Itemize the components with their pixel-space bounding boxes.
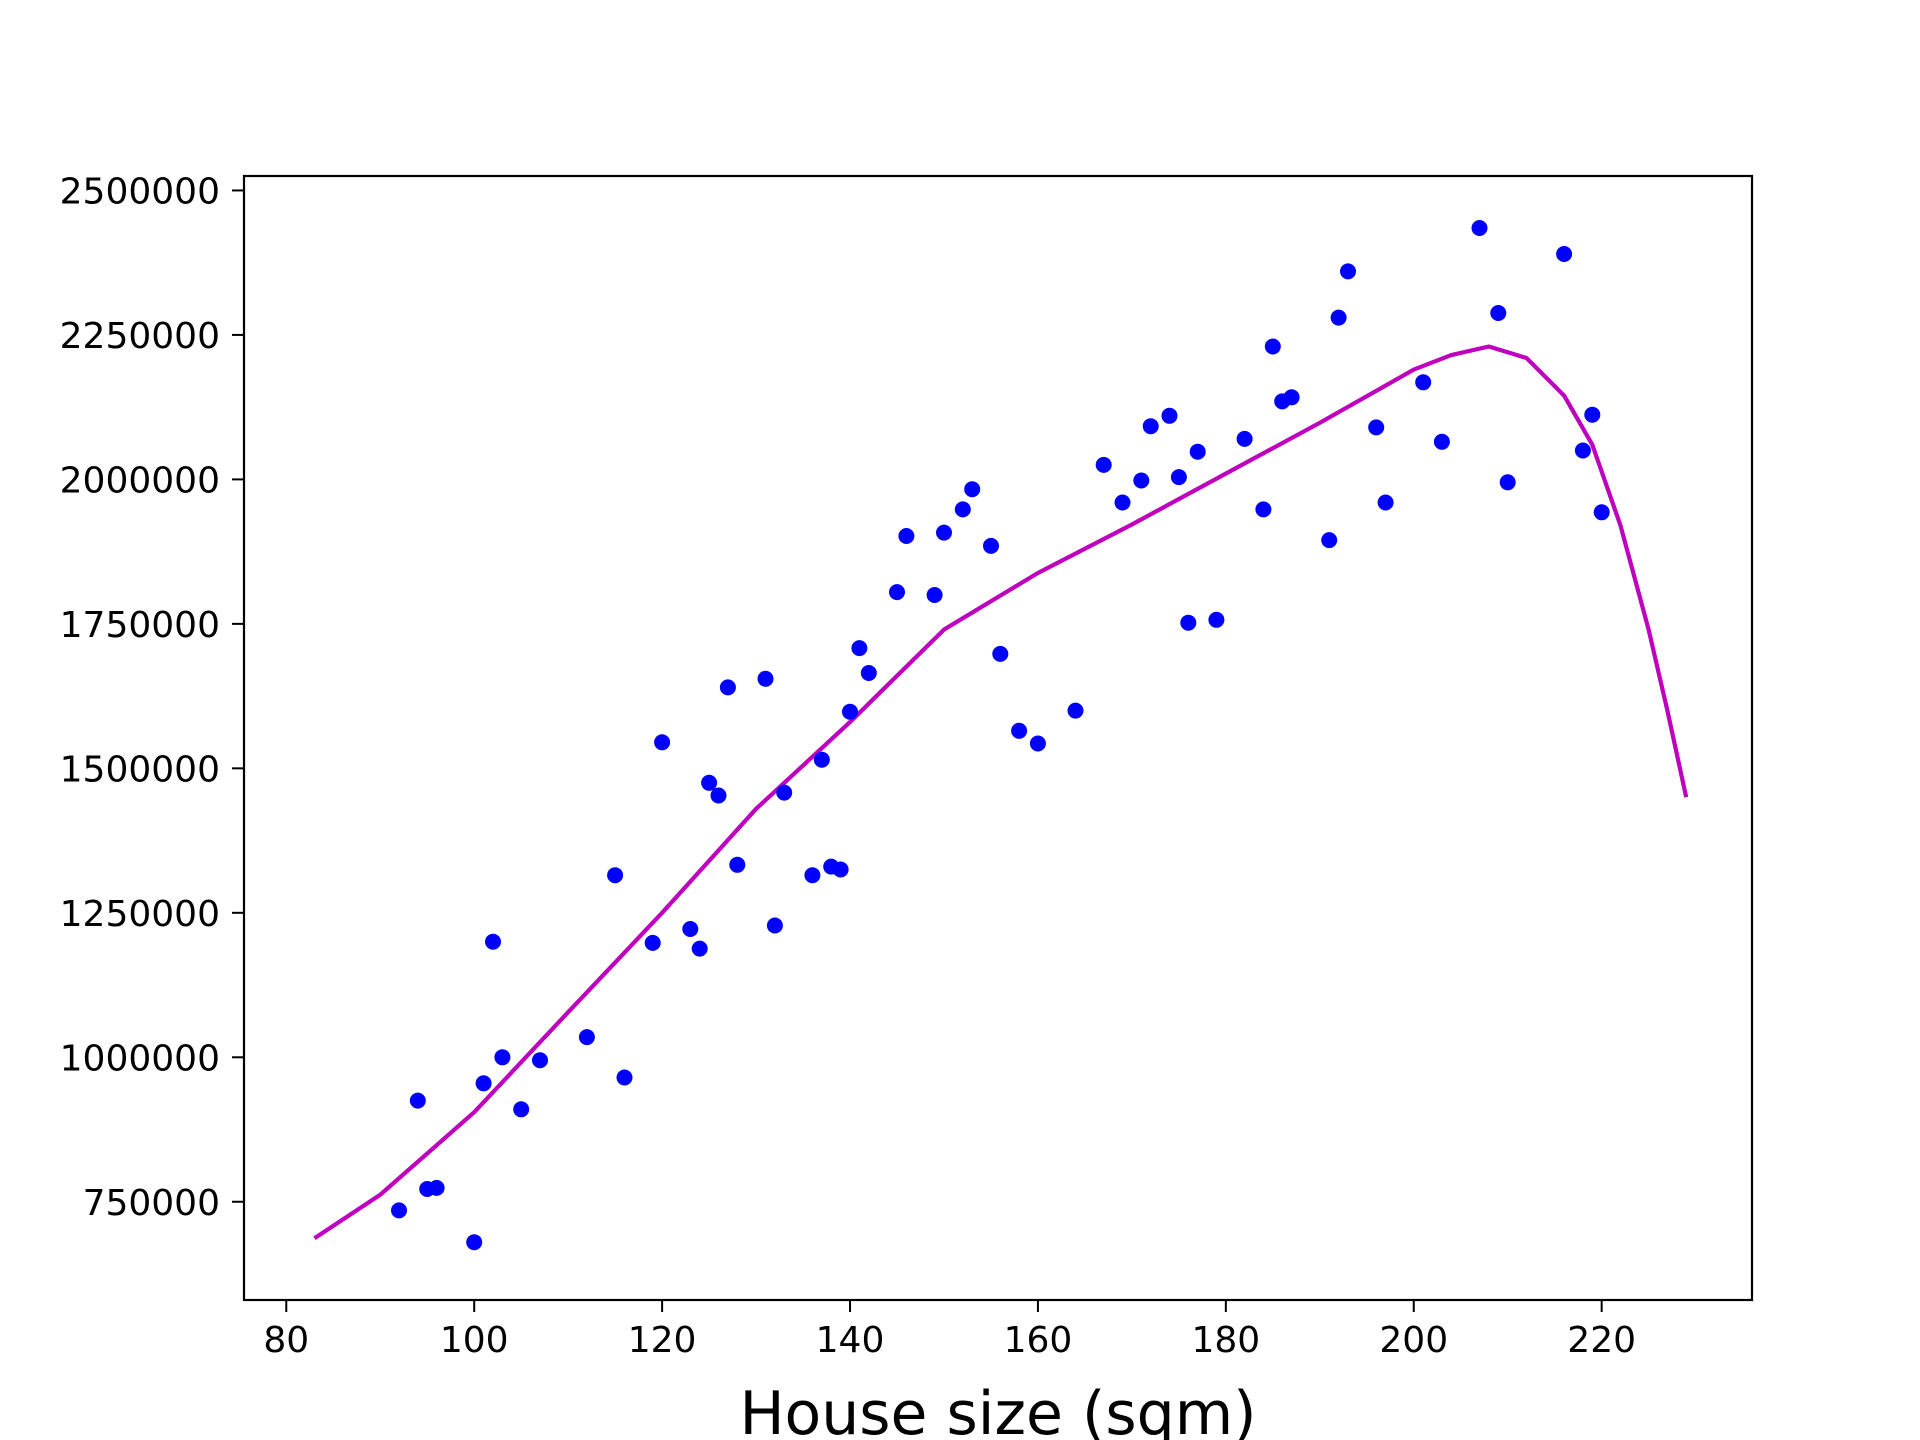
data-point-24 xyxy=(804,867,821,884)
data-point-18 xyxy=(710,787,727,804)
data-point-57 xyxy=(1330,309,1347,326)
data-point-59 xyxy=(1368,419,1385,436)
data-point-21 xyxy=(757,670,774,687)
data-point-45 xyxy=(1142,418,1159,435)
data-point-23 xyxy=(776,784,793,801)
data-point-20 xyxy=(729,856,746,873)
data-point-0 xyxy=(391,1202,407,1219)
data-point-1 xyxy=(409,1092,426,1109)
data-point-46 xyxy=(1161,407,1178,424)
data-point-68 xyxy=(1584,406,1601,423)
data-point-9 xyxy=(532,1052,548,1069)
data-point-16 xyxy=(691,940,708,957)
data-point-25 xyxy=(813,751,830,768)
data-point-37 xyxy=(983,537,999,554)
data-point-4 xyxy=(466,1234,483,1251)
data-point-50 xyxy=(1208,611,1225,628)
plot-frame xyxy=(242,174,1754,1302)
data-point-5 xyxy=(475,1075,492,1092)
data-point-66 xyxy=(1556,246,1573,262)
data-point-64 xyxy=(1490,305,1507,321)
x-axis: 80 100 120 140 160 180 200 220 xyxy=(263,1300,1636,1361)
y-axis: 750000 1000000 1250000 1500000 1750000 200000… xyxy=(60,171,244,1224)
data-point-61 xyxy=(1415,374,1432,391)
data-point-7 xyxy=(494,1049,511,1066)
data-point-65 xyxy=(1499,474,1516,491)
data-point-67 xyxy=(1574,442,1591,459)
data-point-36 xyxy=(964,481,981,498)
data-point-31 xyxy=(889,584,905,601)
data-point-38 xyxy=(992,645,1009,662)
data-point-49 xyxy=(1189,443,1206,460)
data-point-44 xyxy=(1133,472,1150,489)
y-tick-label-1: 1000000 xyxy=(60,1038,220,1079)
data-point-69 xyxy=(1593,504,1610,521)
data-point-3 xyxy=(428,1179,445,1196)
y-tick-label-5: 2000000 xyxy=(60,460,220,501)
y-tick-label-6: 2250000 xyxy=(60,316,220,357)
data-point-53 xyxy=(1264,338,1281,355)
fit-curve-layer xyxy=(313,344,1689,1240)
data-point-41 xyxy=(1067,702,1084,719)
data-point-47 xyxy=(1170,469,1187,486)
y-tick-label-3: 1500000 xyxy=(60,749,220,790)
x-tick-label-1: 100 xyxy=(440,1320,509,1361)
x-tick-label-6: 200 xyxy=(1379,1320,1448,1361)
data-point-43 xyxy=(1114,494,1131,511)
data-point-63 xyxy=(1471,220,1488,236)
scatter-points-layer xyxy=(391,220,1610,1251)
x-tick-label-7: 220 xyxy=(1567,1320,1636,1361)
data-point-33 xyxy=(926,587,943,603)
data-point-27 xyxy=(832,861,849,878)
x-tick-label-5: 180 xyxy=(1191,1320,1260,1361)
data-point-8 xyxy=(513,1101,530,1118)
data-point-11 xyxy=(607,867,624,884)
data-point-55 xyxy=(1283,389,1300,406)
fit-curve xyxy=(313,344,1689,1240)
x-tick-label-4: 160 xyxy=(1004,1320,1073,1361)
data-point-13 xyxy=(644,934,661,951)
data-point-39 xyxy=(1011,722,1028,739)
data-point-40 xyxy=(1029,735,1046,752)
data-point-56 xyxy=(1321,532,1338,549)
data-point-30 xyxy=(860,665,877,681)
data-point-51 xyxy=(1236,430,1253,447)
data-point-10 xyxy=(578,1029,595,1046)
data-point-29 xyxy=(851,640,868,657)
data-point-32 xyxy=(898,528,915,544)
data-point-14 xyxy=(654,734,671,751)
data-point-28 xyxy=(842,703,858,720)
data-point-22 xyxy=(766,917,783,934)
x-tick-label-0: 80 xyxy=(263,1320,309,1361)
data-point-15 xyxy=(682,921,699,937)
y-tick-label-0: 750000 xyxy=(83,1183,220,1224)
y-tick-label-7: 2500000 xyxy=(60,171,220,212)
x-tick-label-2: 120 xyxy=(628,1320,697,1361)
data-point-35 xyxy=(954,501,971,518)
x-tick-label-3: 140 xyxy=(816,1320,885,1361)
data-point-52 xyxy=(1255,501,1272,518)
x-axis-label: House size (sqm) xyxy=(739,1379,1256,1440)
data-point-34 xyxy=(936,524,952,541)
data-point-12 xyxy=(616,1069,633,1086)
data-point-62 xyxy=(1433,433,1450,450)
data-point-17 xyxy=(701,774,718,791)
data-point-42 xyxy=(1095,456,1112,473)
data-point-60 xyxy=(1377,494,1394,511)
data-point-48 xyxy=(1180,614,1197,631)
data-point-58 xyxy=(1340,263,1356,280)
y-tick-label-4: 1750000 xyxy=(60,605,220,646)
y-tick-label-2: 1250000 xyxy=(60,894,220,935)
data-point-6 xyxy=(485,933,501,950)
data-point-19 xyxy=(719,679,736,696)
